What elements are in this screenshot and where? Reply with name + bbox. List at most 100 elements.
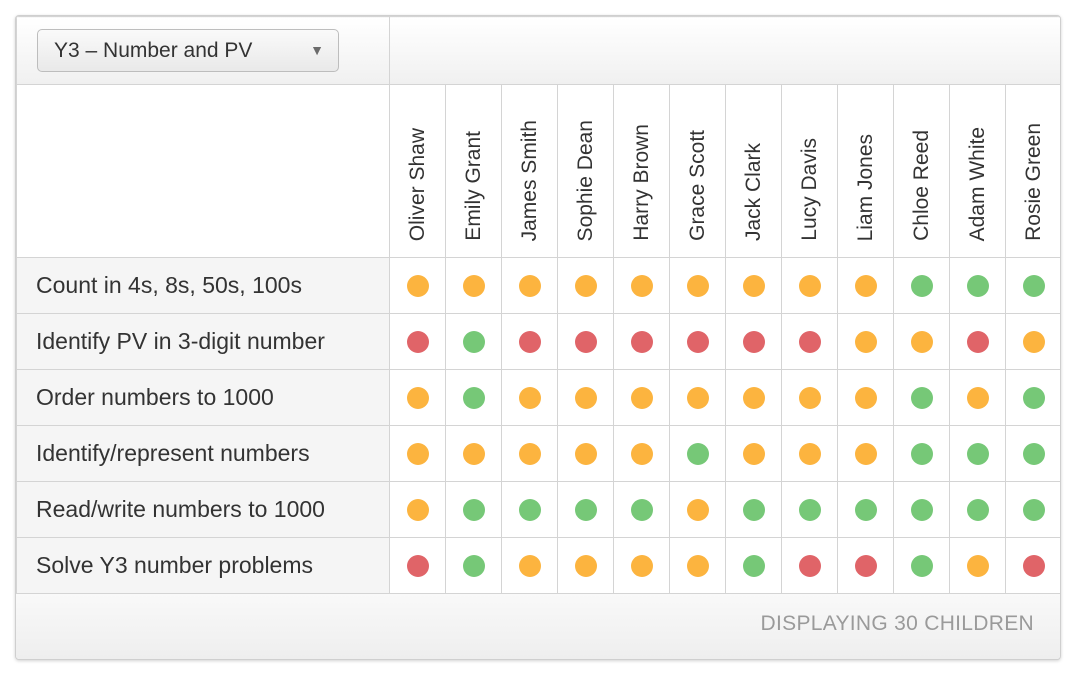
assessment-cell[interactable]: [781, 313, 838, 370]
status-amber-dot-icon[interactable]: [406, 386, 429, 409]
assessment-cell[interactable]: [725, 481, 782, 538]
status-amber-dot-icon[interactable]: [630, 386, 653, 409]
status-green-dot-icon[interactable]: [966, 442, 989, 465]
assessment-cell[interactable]: [781, 481, 838, 538]
assessment-cell[interactable]: [781, 425, 838, 482]
status-green-dot-icon[interactable]: [574, 498, 597, 521]
assessment-cell[interactable]: [501, 537, 558, 594]
child-column-header[interactable]: James Smith: [501, 84, 558, 258]
assessment-cell[interactable]: [613, 313, 670, 370]
child-column-header[interactable]: Liam Jones: [837, 84, 894, 258]
child-column-header[interactable]: Grace Scott: [669, 84, 726, 258]
status-red-dot-icon[interactable]: [406, 554, 429, 577]
assessment-cell[interactable]: [389, 537, 446, 594]
assessment-cell[interactable]: [837, 481, 894, 538]
status-green-dot-icon[interactable]: [462, 498, 485, 521]
status-amber-dot-icon[interactable]: [574, 554, 597, 577]
assessment-cell[interactable]: [613, 369, 670, 426]
status-green-dot-icon[interactable]: [462, 554, 485, 577]
child-column-header[interactable]: Lucy Davis: [781, 84, 838, 258]
status-amber-dot-icon[interactable]: [406, 498, 429, 521]
assessment-cell[interactable]: [725, 257, 782, 314]
status-green-dot-icon[interactable]: [910, 498, 933, 521]
status-amber-dot-icon[interactable]: [1022, 330, 1045, 353]
assessment-cell[interactable]: [501, 313, 558, 370]
assessment-cell[interactable]: [613, 537, 670, 594]
status-amber-dot-icon[interactable]: [798, 274, 821, 297]
assessment-cell[interactable]: [389, 257, 446, 314]
assessment-cell[interactable]: [725, 537, 782, 594]
child-column-header[interactable]: Oliver Shaw: [389, 84, 446, 258]
status-red-dot-icon[interactable]: [966, 330, 989, 353]
status-green-dot-icon[interactable]: [854, 498, 877, 521]
assessment-cell[interactable]: [669, 425, 726, 482]
child-column-header[interactable]: Adam White: [949, 84, 1006, 258]
assessment-cell[interactable]: [949, 537, 1006, 594]
status-amber-dot-icon[interactable]: [630, 442, 653, 465]
assessment-cell[interactable]: [669, 313, 726, 370]
status-red-dot-icon[interactable]: [742, 330, 765, 353]
status-green-dot-icon[interactable]: [1022, 498, 1045, 521]
status-amber-dot-icon[interactable]: [462, 442, 485, 465]
assessment-cell[interactable]: [389, 425, 446, 482]
assessment-cell[interactable]: [613, 425, 670, 482]
assessment-cell[interactable]: [445, 313, 502, 370]
status-amber-dot-icon[interactable]: [854, 330, 877, 353]
child-column-header[interactable]: Emily Grant: [445, 84, 502, 258]
status-amber-dot-icon[interactable]: [574, 386, 597, 409]
status-amber-dot-icon[interactable]: [574, 442, 597, 465]
status-green-dot-icon[interactable]: [910, 386, 933, 409]
status-amber-dot-icon[interactable]: [854, 274, 877, 297]
assessment-cell[interactable]: [1004, 369, 1060, 426]
status-amber-dot-icon[interactable]: [518, 386, 541, 409]
assessment-cell[interactable]: [557, 537, 614, 594]
assessment-cell[interactable]: [893, 481, 950, 538]
assessment-cell[interactable]: [557, 313, 614, 370]
status-amber-dot-icon[interactable]: [742, 442, 765, 465]
assessment-cell[interactable]: [949, 257, 1006, 314]
status-amber-dot-icon[interactable]: [686, 386, 709, 409]
assessment-cell[interactable]: [837, 257, 894, 314]
status-amber-dot-icon[interactable]: [686, 554, 709, 577]
assessment-cell[interactable]: [557, 369, 614, 426]
assessment-cell[interactable]: [501, 257, 558, 314]
assessment-cell[interactable]: [501, 369, 558, 426]
status-amber-dot-icon[interactable]: [462, 274, 485, 297]
assessment-cell[interactable]: [669, 257, 726, 314]
status-red-dot-icon[interactable]: [406, 330, 429, 353]
assessment-cell[interactable]: [949, 313, 1006, 370]
status-amber-dot-icon[interactable]: [742, 386, 765, 409]
assessment-cell[interactable]: [837, 369, 894, 426]
assessment-cell[interactable]: [613, 481, 670, 538]
assessment-cell[interactable]: [389, 481, 446, 538]
assessment-cell[interactable]: [781, 537, 838, 594]
assessment-cell[interactable]: [893, 537, 950, 594]
assessment-cell[interactable]: [669, 481, 726, 538]
dropdown-arrow-icon[interactable]: ▼: [310, 42, 324, 58]
status-green-dot-icon[interactable]: [1022, 386, 1045, 409]
status-amber-dot-icon[interactable]: [742, 274, 765, 297]
status-amber-dot-icon[interactable]: [630, 274, 653, 297]
assessment-cell[interactable]: [949, 369, 1006, 426]
status-amber-dot-icon[interactable]: [854, 442, 877, 465]
assessment-cell[interactable]: [781, 369, 838, 426]
status-red-dot-icon[interactable]: [574, 330, 597, 353]
status-amber-dot-icon[interactable]: [406, 442, 429, 465]
status-amber-dot-icon[interactable]: [798, 442, 821, 465]
assessment-cell[interactable]: [893, 313, 950, 370]
assessment-cell[interactable]: [445, 369, 502, 426]
status-green-dot-icon[interactable]: [686, 442, 709, 465]
status-green-dot-icon[interactable]: [462, 386, 485, 409]
status-amber-dot-icon[interactable]: [630, 554, 653, 577]
status-green-dot-icon[interactable]: [966, 274, 989, 297]
status-amber-dot-icon[interactable]: [518, 442, 541, 465]
assessment-cell[interactable]: [445, 425, 502, 482]
child-column-header[interactable]: Rosie Green: [1004, 84, 1060, 258]
assessment-cell[interactable]: [949, 425, 1006, 482]
child-column-header[interactable]: Harry Brown: [613, 84, 670, 258]
status-red-dot-icon[interactable]: [686, 330, 709, 353]
assessment-cell[interactable]: [893, 257, 950, 314]
assessment-cell[interactable]: [613, 257, 670, 314]
status-red-dot-icon[interactable]: [798, 330, 821, 353]
status-amber-dot-icon[interactable]: [686, 274, 709, 297]
